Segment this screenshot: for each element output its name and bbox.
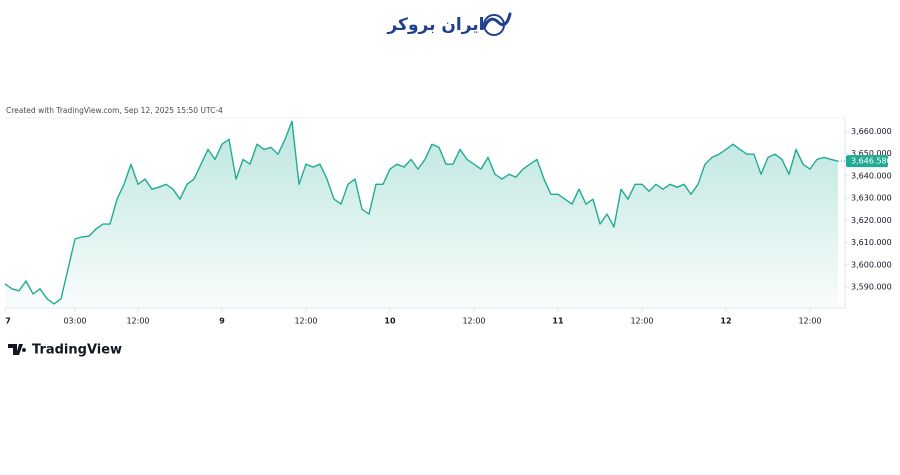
logo-text: ایران بروکر	[386, 15, 484, 35]
brand-icon	[8, 344, 27, 355]
y-tick-label: 3,640.000	[851, 171, 892, 180]
x-tick-label: 10	[384, 317, 396, 326]
x-tick-label: 12:00	[630, 317, 653, 326]
x-tick-label: 03:00	[63, 317, 86, 326]
logo-ring	[483, 14, 505, 36]
x-tick-label: 7	[5, 317, 11, 326]
line	[4, 120, 839, 305]
logo-icon	[482, 12, 512, 30]
x-tick-label: 12:00	[294, 317, 317, 326]
y-tick-label: 3,630.000	[851, 194, 892, 203]
y-tick-label: 3,610.000	[851, 238, 892, 247]
brand-text: TradingView	[32, 343, 122, 358]
x-tick-label: 11	[552, 317, 564, 326]
x-tick-label: 12:00	[126, 317, 149, 326]
y-tick-label: 3,600.000	[851, 260, 892, 269]
last-price-box	[846, 155, 888, 168]
x-tick-label: 12	[720, 317, 731, 326]
logo: ایران بروکر	[386, 12, 512, 36]
x-tick-label: 12:00	[798, 317, 821, 326]
x-tick-label: 12:00	[462, 317, 485, 326]
credit: Created with TradingView.com, Sep 12, 20…	[6, 106, 223, 115]
y-tick-label: 3,650.000	[851, 149, 892, 158]
y-tick-label: 3,620.000	[851, 216, 892, 225]
area	[5, 121, 838, 307]
y-tick-label: 3,590.000	[851, 282, 892, 291]
x-tick-label: 9	[219, 317, 225, 326]
y-tick-label: 3,660.000	[851, 127, 892, 136]
last-price-label: 3,646.580	[851, 157, 892, 166]
brand: TradingView	[8, 343, 122, 358]
plot: 3,590.000 3,600.000 3,610.000 3,620.000 3,63…	[4, 120, 892, 326]
